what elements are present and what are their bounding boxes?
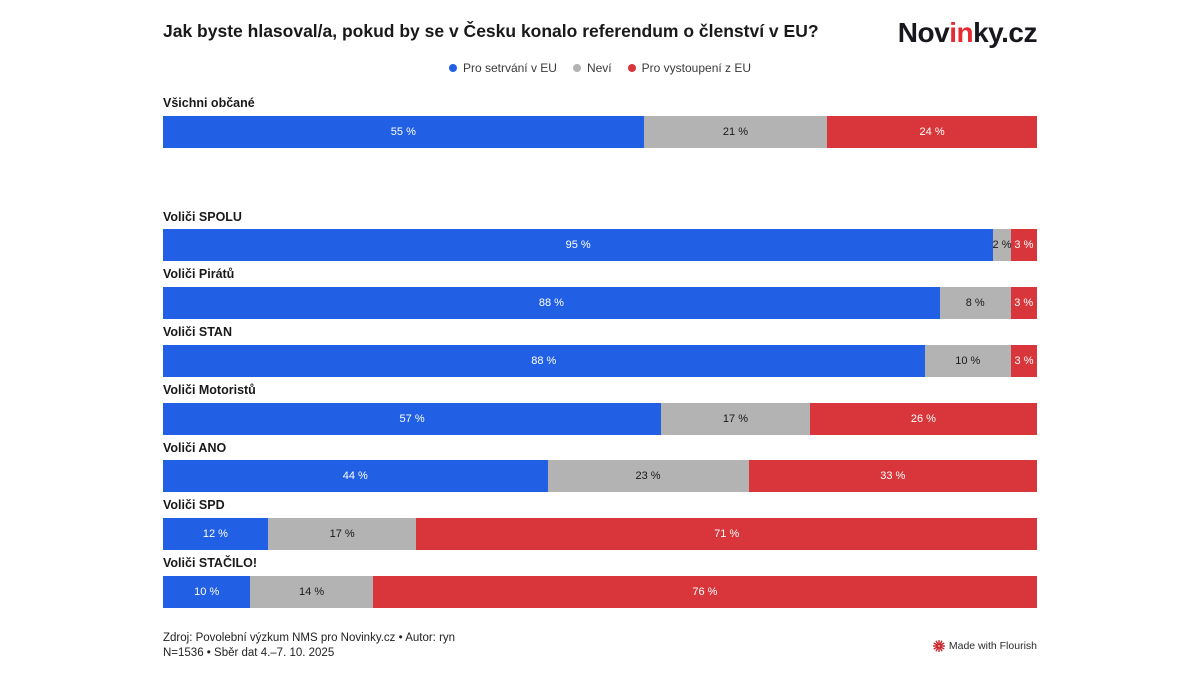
bar-value-label: 17 % bbox=[722, 412, 748, 425]
legend-dot-stay-eu bbox=[448, 63, 457, 72]
chart-row: Voliči Pirátů 88 % 8 % 3 % bbox=[163, 267, 1037, 320]
row-label: Voliči Pirátů bbox=[163, 267, 235, 282]
bar-value-label: 23 % bbox=[635, 470, 661, 483]
bar-segment-leave-eu[interactable]: 24 % bbox=[827, 115, 1037, 148]
bar-segment-stay-eu[interactable]: 95 % bbox=[163, 229, 994, 262]
novinky-logo[interactable]: Novinky.cz bbox=[897, 17, 1038, 49]
source-line-1: Zdroj: Povolební výzkum NMS pro Novinky.… bbox=[163, 632, 456, 645]
bar-value-label: 88 % bbox=[538, 297, 564, 310]
legend-item-undecided[interactable]: Neví bbox=[572, 60, 612, 75]
stacked-bar: 95 % 2 % 3 % bbox=[163, 229, 1037, 262]
bar-segment-undecided[interactable]: 14 % bbox=[250, 575, 373, 608]
stacked-bar: 88 % 10 % 3 % bbox=[163, 344, 1037, 377]
flourish-credit[interactable]: Made with Flourish bbox=[932, 640, 1037, 653]
stacked-bar: 10 % 14 % 76 % bbox=[163, 575, 1037, 608]
bar-value-label: 2 % bbox=[992, 239, 1012, 252]
bar-value-label: 71 % bbox=[714, 528, 740, 541]
bar-segment-leave-eu[interactable]: 33 % bbox=[748, 460, 1037, 493]
chart-row: Voliči STAN 88 % 10 % 3 % bbox=[163, 325, 1037, 377]
row-label: Voliči SPD bbox=[163, 498, 225, 513]
row-label: Voliči Motoristů bbox=[163, 382, 256, 397]
chart-row: Voliči SPD 12 % 17 % 71 % bbox=[163, 498, 1037, 551]
stacked-bar: 12 % 17 % 71 % bbox=[163, 518, 1037, 551]
bar-value-label: 21 % bbox=[722, 125, 748, 138]
bar-value-label: 8 % bbox=[965, 297, 985, 310]
bar-value-label: 3 % bbox=[1014, 354, 1034, 367]
chart-rows: Všichni občané 55 % 21 % 24 % Voliči SPOLU 95… bbox=[163, 95, 1037, 608]
bar-segment-leave-eu[interactable]: 3 % bbox=[1010, 287, 1037, 320]
footer: Zdroj: Povolební výzkum NMS pro Novinky.… bbox=[163, 631, 1037, 661]
bar-segment-undecided[interactable]: 23 % bbox=[547, 460, 749, 493]
chart-row: Všichni občané 55 % 21 % 24 % bbox=[163, 95, 1037, 148]
source-line-2: N=1536 • Sběr dat 4.–7. 10. 2025 bbox=[163, 647, 335, 660]
chart-row: Voliči STAČILO! 10 % 14 % 76 % bbox=[163, 556, 1037, 608]
bar-value-label: 26 % bbox=[910, 412, 936, 425]
logo-text-left: Nov bbox=[897, 17, 950, 48]
bar-segment-undecided[interactable]: 10 % bbox=[924, 344, 1012, 377]
bar-value-label: 10 % bbox=[194, 585, 220, 598]
stacked-bar: 44 % 23 % 33 % bbox=[163, 460, 1037, 493]
bar-value-label: 57 % bbox=[399, 412, 425, 425]
stacked-bar: 55 % 21 % 24 % bbox=[163, 115, 1037, 148]
row-label: Všichni občané bbox=[163, 95, 255, 110]
legend-label: Pro setrvání v EU bbox=[462, 60, 557, 75]
bar-segment-leave-eu[interactable]: 3 % bbox=[1010, 229, 1037, 262]
row-label: Voliči SPOLU bbox=[163, 209, 242, 224]
bar-segment-stay-eu[interactable]: 88 % bbox=[163, 344, 925, 377]
bar-segment-stay-eu[interactable]: 10 % bbox=[163, 575, 251, 608]
flourish-credit-label: Made with Flourish bbox=[948, 640, 1037, 653]
legend-label: Pro vystoupení z EU bbox=[641, 60, 752, 75]
bar-value-label: 10 % bbox=[955, 354, 981, 367]
bar-segment-stay-eu[interactable]: 12 % bbox=[163, 518, 268, 551]
bar-segment-stay-eu[interactable]: 57 % bbox=[163, 402, 662, 435]
bar-segment-undecided[interactable]: 17 % bbox=[661, 402, 810, 435]
legend-item-leave-eu[interactable]: Pro vystoupení z EU bbox=[627, 60, 752, 75]
bar-segment-undecided[interactable]: 17 % bbox=[267, 518, 417, 551]
header: Jak byste hlasoval/a, pokud by se v Česk… bbox=[163, 17, 1038, 49]
chart-row: Voliči SPOLU 95 % 2 % 3 % bbox=[163, 209, 1037, 262]
legend-item-stay-eu[interactable]: Pro setrvání v EU bbox=[448, 60, 557, 75]
bar-segment-leave-eu[interactable]: 76 % bbox=[372, 575, 1037, 608]
bar-segment-stay-eu[interactable]: 44 % bbox=[163, 460, 548, 493]
bar-segment-leave-eu[interactable]: 71 % bbox=[416, 518, 1037, 551]
chart-row: Voliči Motoristů 57 % 17 % 26 % bbox=[163, 382, 1037, 435]
bar-segment-stay-eu[interactable]: 88 % bbox=[163, 287, 940, 320]
legend-dot-undecided bbox=[572, 63, 581, 72]
bar-value-label: 24 % bbox=[919, 125, 945, 138]
bar-value-label: 33 % bbox=[880, 470, 906, 483]
bar-value-label: 55 % bbox=[390, 125, 416, 138]
bar-value-label: 14 % bbox=[299, 585, 325, 598]
row-label: Voliči STAN bbox=[163, 325, 232, 340]
bar-value-label: 17 % bbox=[329, 528, 355, 541]
bar-segment-leave-eu[interactable]: 26 % bbox=[809, 402, 1037, 435]
bar-value-label: 95 % bbox=[565, 239, 591, 252]
logo-text-right: ky.cz bbox=[973, 17, 1037, 48]
bar-segment-stay-eu[interactable]: 55 % bbox=[163, 115, 644, 148]
chart-row: Voliči ANO 44 % 23 % 33 % bbox=[163, 440, 1037, 493]
bar-value-label: 3 % bbox=[1014, 239, 1034, 252]
chart-title: Jak byste hlasoval/a, pokud by se v Česk… bbox=[163, 21, 819, 41]
bar-value-label: 76 % bbox=[692, 585, 718, 598]
bar-value-label: 88 % bbox=[531, 354, 557, 367]
flourish-icon bbox=[932, 640, 945, 653]
source-note: Zdroj: Povolební výzkum NMS pro Novinky.… bbox=[163, 631, 455, 661]
legend-dot-leave-eu bbox=[627, 63, 636, 72]
legend-label: Neví bbox=[586, 60, 612, 75]
bar-value-label: 12 % bbox=[202, 528, 228, 541]
bar-segment-leave-eu[interactable]: 3 % bbox=[1011, 344, 1037, 377]
bar-value-label: 3 % bbox=[1014, 297, 1034, 310]
bar-value-label: 44 % bbox=[342, 470, 368, 483]
bar-segment-undecided[interactable]: 8 % bbox=[939, 287, 1011, 320]
row-label: Voliči STAČILO! bbox=[163, 556, 257, 571]
bar-segment-undecided[interactable]: 21 % bbox=[643, 115, 828, 148]
stacked-bar: 88 % 8 % 3 % bbox=[163, 287, 1037, 320]
bar-segment-undecided[interactable]: 2 % bbox=[992, 229, 1012, 262]
logo-text-accent: in bbox=[949, 17, 974, 48]
legend: Pro setrvání v EU Neví Pro vystoupení z EU bbox=[163, 61, 1037, 75]
row-label: Voliči ANO bbox=[163, 440, 227, 455]
stacked-bar: 57 % 17 % 26 % bbox=[163, 402, 1037, 435]
